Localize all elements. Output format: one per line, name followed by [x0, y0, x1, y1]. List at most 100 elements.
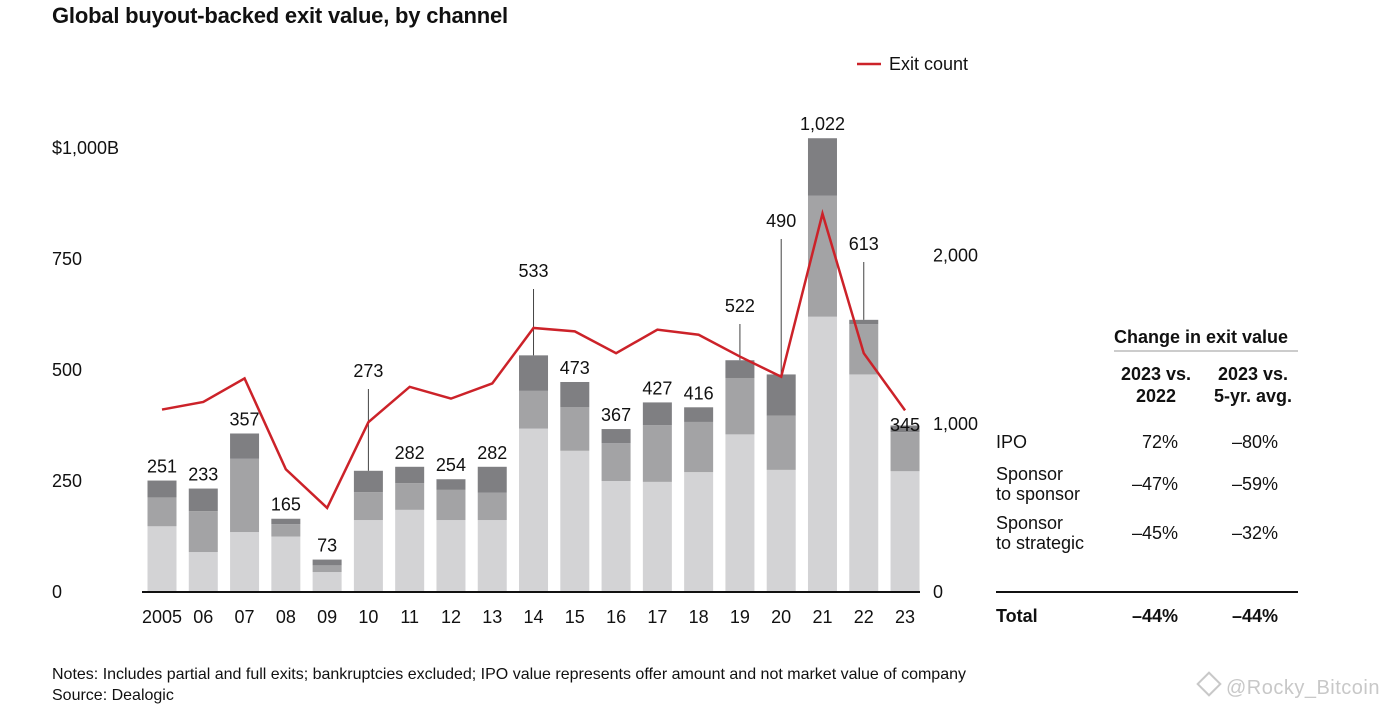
y-left-tick-label: $1,000B: [52, 138, 119, 158]
table-col2-header: 2023 vs.: [1218, 364, 1288, 384]
notes-text: Notes: Includes partial and full exits; …: [52, 666, 966, 683]
y-right-tick-label: 2,000: [933, 246, 978, 266]
bar-segment-bottom: [560, 450, 590, 592]
table-col2-header: 5-yr. avg.: [1214, 386, 1292, 406]
x-tick-label: 06: [193, 607, 213, 627]
bar-segment-top: [519, 355, 549, 391]
table-col1-header: 2022: [1136, 386, 1176, 406]
bar-segment-middle: [271, 524, 301, 537]
table-row-value-1: –47%: [1132, 474, 1178, 494]
bar-segment-bottom: [353, 520, 383, 592]
bar-total-label: 1,022: [800, 114, 845, 134]
bar-segment-top: [642, 402, 672, 426]
table-row-value-2: –80%: [1232, 432, 1278, 452]
x-tick-label: 13: [482, 607, 502, 627]
bar-segment-middle: [642, 425, 672, 482]
bar-segment-middle: [890, 432, 920, 472]
bar-segment-top: [147, 480, 177, 498]
x-tick-label: 18: [689, 607, 709, 627]
bar-segment-middle: [188, 511, 218, 553]
source-text: Source: Dealogic: [52, 687, 174, 704]
bar-segment-top: [849, 319, 879, 325]
exit-count-line: [161, 208, 907, 510]
table-total-value-1: –44%: [1132, 606, 1178, 626]
x-tick-label: 14: [524, 607, 544, 627]
bar-segment-bottom: [436, 520, 466, 592]
x-tick-label: 15: [565, 607, 585, 627]
bar-segment-top: [395, 466, 425, 484]
table-row-label: to sponsor: [996, 484, 1080, 504]
bar-segment-middle: [230, 458, 260, 533]
watermark: @Rocky_Bitcoin: [1196, 671, 1380, 700]
x-tick-label: 20: [771, 607, 791, 627]
y-left-tick-label: 0: [52, 582, 62, 602]
bar-total-label: 73: [317, 536, 337, 556]
table-total-value-2: –44%: [1232, 606, 1278, 626]
bar-segment-bottom: [188, 552, 218, 592]
x-tick-label: 08: [276, 607, 296, 627]
bar-total-label: 165: [271, 495, 301, 515]
bar-segment-bottom: [684, 472, 714, 592]
bar-segment-middle: [601, 443, 631, 481]
bar-total-label: 233: [188, 465, 218, 485]
bar-total-label: 282: [477, 443, 507, 463]
bar-total-label: 533: [518, 261, 548, 281]
bar-segment-bottom: [519, 428, 549, 592]
x-tick-label: 22: [854, 607, 874, 627]
bar-segment-middle: [766, 415, 796, 470]
bar-segment-top: [188, 488, 218, 512]
bar-total-label: 273: [353, 361, 383, 381]
bar-segment-middle: [395, 483, 425, 510]
bar-total-label: 282: [395, 443, 425, 463]
x-tick-label: 2005: [142, 607, 182, 627]
table-row-value-2: –32%: [1232, 523, 1278, 543]
y-left-tick-label: 750: [52, 249, 82, 269]
y-left-tick-label: 250: [52, 471, 82, 491]
bar-segment-bottom: [807, 316, 837, 592]
table-row-value-2: –59%: [1232, 474, 1278, 494]
table-row-label: Sponsor: [996, 513, 1063, 533]
bar-segment-top: [684, 407, 714, 422]
bar-segment-middle: [725, 377, 755, 435]
x-tick-label: 10: [358, 607, 378, 627]
bar-segment-top: [890, 425, 920, 433]
bar-segment-top: [477, 466, 507, 493]
y-right-tick-label: 1,000: [933, 414, 978, 434]
table-row-value-1: –45%: [1132, 523, 1178, 543]
bar-segment-bottom: [849, 374, 879, 592]
x-tick-label: 11: [400, 607, 419, 627]
watermark-text: @Rocky_Bitcoin: [1225, 677, 1380, 699]
bar-total-label: 522: [725, 296, 755, 316]
table-col1-header: 2023 vs.: [1121, 364, 1191, 384]
bar-segment-top: [312, 559, 342, 566]
bar-segment-middle: [353, 492, 383, 521]
bar-segment-top: [807, 138, 837, 196]
x-tick-label: 17: [647, 607, 667, 627]
bar-total-label: 254: [436, 455, 466, 475]
bar-segment-middle: [436, 489, 466, 521]
bar-segment-middle: [147, 497, 177, 527]
bar-segment-top: [230, 433, 260, 459]
bar-segment-bottom: [271, 536, 301, 592]
x-tick-label: 12: [441, 607, 461, 627]
bar-segment-middle: [560, 407, 590, 451]
x-tick-label: 21: [812, 607, 832, 627]
y-right-tick-label: 0: [933, 582, 943, 602]
bar-segment-middle: [519, 390, 549, 429]
x-tick-label: 19: [730, 607, 750, 627]
table-row-label: IPO: [996, 432, 1027, 452]
bar-segment-bottom: [477, 520, 507, 592]
bar-segment-middle: [477, 492, 507, 521]
table-title: Change in exit value: [1114, 327, 1288, 347]
bar-segment-bottom: [766, 469, 796, 592]
bar-segment-bottom: [395, 509, 425, 592]
watermark-logo-icon: [1196, 671, 1222, 697]
x-tick-label: 16: [606, 607, 626, 627]
chart-notes: Notes: Includes partial and full exits; …: [52, 664, 966, 706]
bar-total-label: 473: [560, 358, 590, 378]
bar-segment-bottom: [601, 481, 631, 592]
table-total-label: Total: [996, 606, 1038, 626]
bar-total-label: 357: [230, 409, 260, 429]
bar-segment-bottom: [147, 526, 177, 592]
